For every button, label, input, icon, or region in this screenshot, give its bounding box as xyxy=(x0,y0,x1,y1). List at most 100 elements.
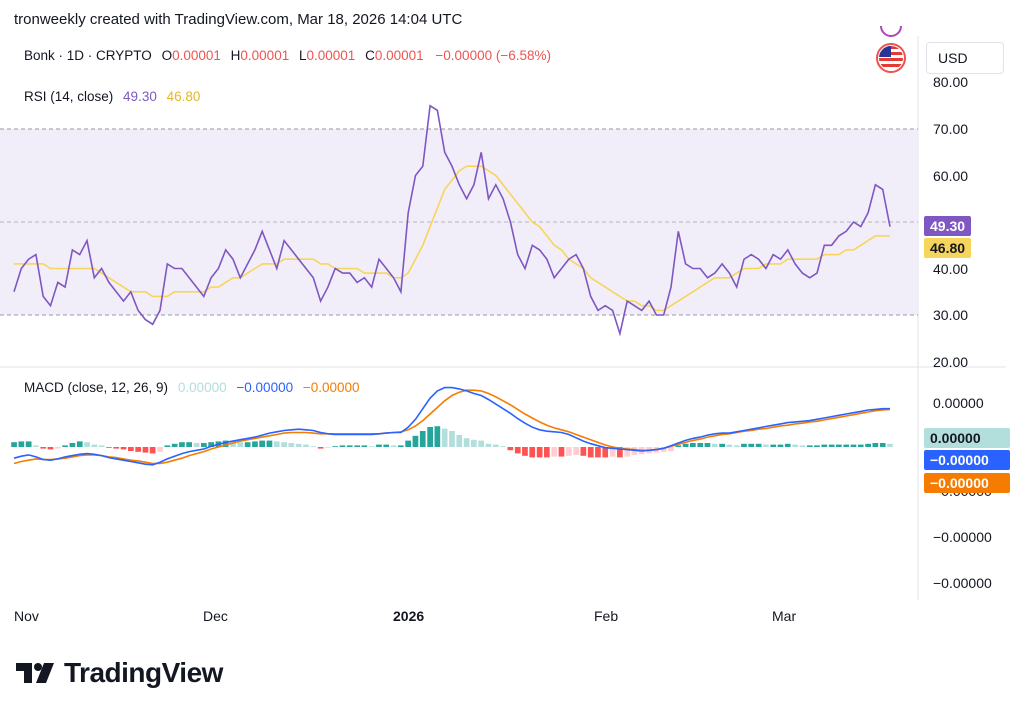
macd-histogram-bar xyxy=(405,440,411,447)
macd-histogram-bar xyxy=(828,444,835,447)
macd-histogram-bar xyxy=(142,447,149,453)
rsi-ma-legend-value: 46.80 xyxy=(166,89,201,104)
symbol-legend[interactable]: Bonk · 1D · CRYPTO O0.00001 H0.00001 L0.… xyxy=(24,48,551,63)
time-tick-mar: Mar xyxy=(772,608,797,624)
macd-histogram-bar xyxy=(478,440,484,447)
macd-histogram-bar xyxy=(281,442,287,447)
macd-histogram-bar xyxy=(186,442,192,447)
macd-histogram-bar xyxy=(11,442,17,447)
macd-histogram-bar xyxy=(266,440,273,447)
macd-histogram-bar xyxy=(507,447,514,451)
macd-histogram-bar xyxy=(419,431,426,447)
macd-histogram-bar xyxy=(295,443,302,447)
macd-histogram-bar xyxy=(850,444,857,447)
macd-histogram-bar xyxy=(463,438,470,447)
macd-tick-3: −0.00000 xyxy=(933,529,992,545)
rsi-tick-30: 30.00 xyxy=(933,307,969,323)
macd-histogram-bar xyxy=(806,445,813,447)
macd-histogram-bar xyxy=(398,445,404,447)
open-key: O xyxy=(161,48,173,63)
macd-histogram-bar xyxy=(69,443,76,447)
rsi-tick-20: 20.00 xyxy=(933,354,969,370)
macd-histogram-bar xyxy=(748,443,755,447)
macd-histogram-bar xyxy=(595,447,601,458)
high-value: 0.00001 xyxy=(240,48,290,63)
macd-legend[interactable]: MACD (close, 12, 26, 9) 0.00000 −0.00000… xyxy=(24,380,360,395)
macd-histogram-bar xyxy=(668,447,674,451)
rsi-legend-value: 49.30 xyxy=(123,89,157,104)
macd-histogram-bar xyxy=(383,444,390,447)
chart-caption: tronweekly created with TradingView.com,… xyxy=(14,11,463,28)
macd-histogram-bar xyxy=(558,447,565,457)
macd-histogram-bar xyxy=(609,447,616,457)
macd-histogram-bar xyxy=(434,426,441,447)
macd-histogram-bar xyxy=(427,427,433,447)
rsi-line xyxy=(13,104,891,337)
macd-histogram-bar xyxy=(456,435,463,447)
macd-legend-label: MACD (close, 12, 26, 9) xyxy=(24,380,169,395)
tradingview-brand[interactable]: TradingView xyxy=(16,657,223,689)
macd-histogram-bar xyxy=(40,447,47,449)
macd-histogram-bar xyxy=(704,443,711,447)
macd-histogram-bar xyxy=(857,444,864,447)
macd-histogram-bar xyxy=(675,445,682,447)
macd-histogram-bar xyxy=(135,447,141,452)
macd-histogram-bar xyxy=(602,447,609,458)
macd-histogram-bar xyxy=(412,435,419,447)
time-tick-feb: Feb xyxy=(594,608,619,624)
macd-histogram-bar xyxy=(770,444,777,447)
macd-histogram-bar xyxy=(821,444,828,447)
macd-histogram-bar xyxy=(171,443,178,447)
macd-histogram-bar xyxy=(799,445,806,447)
macd-tick-4: −0.00000 xyxy=(933,575,992,591)
macd-histogram-bar xyxy=(441,428,448,447)
macd-histogram-bar xyxy=(368,446,375,447)
macd-histogram xyxy=(11,426,893,458)
macd-histogram-bar xyxy=(230,441,236,447)
macd-histogram-bar xyxy=(354,445,360,447)
high-key: H xyxy=(230,48,241,63)
macd-histogram-bar xyxy=(157,447,163,452)
macd-histogram-bar xyxy=(777,444,784,447)
close-value: 0.00001 xyxy=(374,48,424,63)
macd-histogram-bar xyxy=(763,444,769,447)
macd-histogram-bar xyxy=(690,443,696,447)
macd-line-legend-value: −0.00000 xyxy=(236,380,294,395)
rsi-ma-line xyxy=(14,165,890,312)
macd-histogram-bar xyxy=(106,447,112,448)
macd-signal-value-tag: −0.00000 xyxy=(924,473,1010,493)
macd-histogram-bar xyxy=(47,447,54,450)
rsi-tick-60: 60.00 xyxy=(933,168,969,184)
macd-histogram-bar xyxy=(741,443,747,447)
macd-histogram-bar xyxy=(624,447,631,457)
macd-histogram-bar xyxy=(565,447,572,456)
macd-histogram-bar xyxy=(120,447,127,450)
open-value: 0.00001 xyxy=(172,48,221,63)
macd-hist-legend-value: 0.00000 xyxy=(177,380,227,395)
macd-histogram-bar xyxy=(317,447,324,449)
macd-histogram-bar xyxy=(733,445,740,447)
macd-histogram-bar xyxy=(113,447,120,449)
macd-histogram-bar xyxy=(325,447,331,448)
macd-histogram-bar xyxy=(179,442,185,447)
macd-histogram-bar xyxy=(310,446,317,447)
macd-line-value-tag: −0.00000 xyxy=(924,450,1010,470)
macd-histogram-bar xyxy=(485,443,492,447)
macd-histogram-bar xyxy=(252,441,258,447)
macd-histogram-bar xyxy=(25,441,32,447)
macd-histogram-bar xyxy=(536,447,543,458)
macd-histogram-bar xyxy=(726,444,733,447)
macd-histogram-bar xyxy=(492,444,499,447)
us-flag-icon[interactable] xyxy=(876,43,906,73)
macd-histogram-bar xyxy=(273,441,280,447)
macd-histogram-bar xyxy=(332,446,338,447)
time-tick-2026: 2026 xyxy=(393,608,425,624)
macd-histogram-bar xyxy=(551,447,558,457)
close-key: C xyxy=(365,48,375,63)
macd-histogram-bar xyxy=(500,446,506,447)
rsi-legend[interactable]: RSI (14, close) 49.30 46.80 xyxy=(24,89,200,104)
currency-button[interactable]: USD xyxy=(926,42,1004,74)
macd-histogram-bar xyxy=(587,447,594,458)
macd-histogram-bar xyxy=(887,443,893,447)
